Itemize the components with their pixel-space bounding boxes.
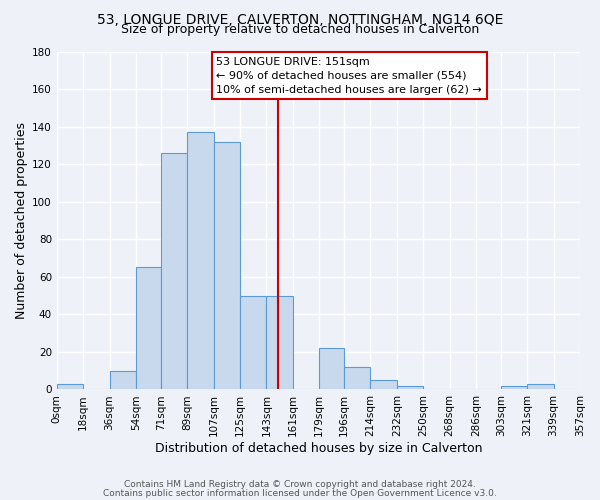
Bar (344, 367, 370, 390)
Bar (370, 380, 397, 390)
Text: 53, LONGUE DRIVE, CALVERTON, NOTTINGHAM, NG14 6QE: 53, LONGUE DRIVE, CALVERTON, NOTTINGHAM,… (97, 12, 503, 26)
X-axis label: Distribution of detached houses by size in Calverton: Distribution of detached houses by size … (155, 442, 482, 455)
Bar (527, 384, 554, 390)
Bar (397, 386, 423, 390)
Text: Contains public sector information licensed under the Open Government Licence v3: Contains public sector information licen… (103, 488, 497, 498)
Bar (57, 384, 83, 390)
Bar (266, 296, 293, 390)
Bar (214, 142, 240, 390)
Bar (319, 348, 344, 390)
Bar (161, 153, 187, 390)
Y-axis label: Number of detached properties: Number of detached properties (15, 122, 28, 319)
Bar (240, 296, 266, 390)
Bar (136, 268, 161, 390)
Text: Contains HM Land Registry data © Crown copyright and database right 2024.: Contains HM Land Registry data © Crown c… (124, 480, 476, 489)
Text: 53 LONGUE DRIVE: 151sqm
← 90% of detached houses are smaller (554)
10% of semi-d: 53 LONGUE DRIVE: 151sqm ← 90% of detache… (217, 56, 482, 94)
Bar (110, 370, 136, 390)
Bar (187, 132, 214, 390)
Bar (501, 386, 527, 390)
Text: Size of property relative to detached houses in Calverton: Size of property relative to detached ho… (121, 22, 479, 36)
